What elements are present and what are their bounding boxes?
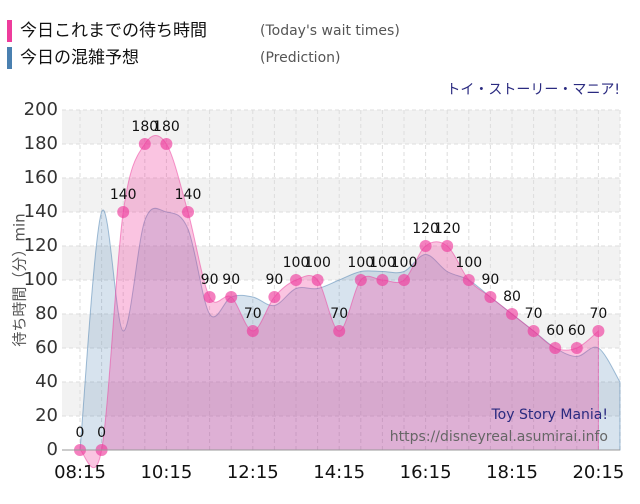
x-tick-label: 14:15 [313, 462, 365, 483]
data-label: 100 [455, 255, 482, 271]
data-label: 100 [347, 255, 374, 271]
marker [290, 274, 302, 286]
band [62, 246, 620, 280]
band [62, 110, 620, 144]
legend-swatch [7, 47, 12, 69]
y-tick-label: 160 [24, 167, 58, 188]
marker [182, 206, 194, 218]
legend-label-en: (Prediction) [260, 50, 340, 66]
data-label: 90 [201, 272, 219, 288]
marker [506, 308, 518, 320]
x-tick-label: 12:15 [227, 462, 279, 483]
data-label: 140 [110, 187, 137, 203]
y-tick-label: 180 [24, 133, 58, 154]
x-tick-label: 16:15 [400, 462, 452, 483]
legend-label: 今日の混雑予想 [20, 48, 139, 68]
marker [354, 274, 367, 286]
chart-title: トイ・ストーリー・マニア! [446, 82, 620, 98]
x-tick-label: 20:15 [572, 462, 624, 483]
data-label: 180 [153, 119, 180, 135]
data-label: 140 [175, 187, 202, 203]
y-axis-label: 待ち時間（分）min [11, 213, 29, 346]
marker [311, 274, 324, 286]
y-tick-label: 20 [35, 405, 58, 426]
marker [203, 291, 216, 303]
marker [333, 325, 346, 337]
marker [376, 274, 389, 286]
data-label: 0 [76, 425, 85, 441]
band [62, 178, 620, 212]
data-label: 100 [283, 255, 310, 271]
marker [462, 274, 475, 286]
x-tick-label: 10:15 [140, 462, 192, 483]
legend-swatch [7, 20, 12, 42]
x-tick-label: 08:15 [54, 462, 106, 483]
y-tick-label: 80 [35, 303, 58, 324]
y-tick-label: 60 [35, 337, 58, 358]
data-label: 60 [568, 323, 586, 339]
plot-area [62, 109, 621, 468]
marker [419, 240, 432, 252]
marker [117, 206, 130, 218]
marker [138, 138, 151, 150]
data-label: 70 [525, 306, 543, 322]
data-label: 100 [391, 255, 418, 271]
data-label: 90 [222, 272, 240, 288]
data-label: 90 [481, 272, 499, 288]
data-label: 90 [265, 272, 283, 288]
data-label: 100 [304, 255, 331, 271]
marker [570, 342, 583, 354]
data-label: 120 [412, 221, 439, 237]
data-label: 100 [369, 255, 396, 271]
marker [549, 342, 562, 354]
marker [225, 291, 238, 303]
data-label: 80 [503, 289, 521, 305]
data-label: 60 [546, 323, 564, 339]
data-label: 70 [244, 306, 262, 322]
band [62, 382, 620, 416]
data-label: 0 [97, 425, 106, 441]
y-tick-label: 100 [24, 269, 58, 290]
marker [484, 291, 497, 303]
legend-label: 今日これまでの待ち時間 [20, 21, 207, 41]
marker [268, 291, 281, 303]
y-tick-label: 200 [24, 99, 58, 120]
y-tick-label: 40 [35, 371, 58, 392]
marker [246, 325, 259, 337]
y-tick-label: 120 [24, 235, 58, 256]
x-tick-label: 18:15 [486, 462, 538, 483]
marker [592, 325, 605, 337]
marker [527, 325, 540, 337]
data-label: 70 [330, 306, 348, 322]
y-tick-label: 140 [24, 201, 58, 222]
watermark: Toy Story Mania! [490, 407, 608, 423]
source: https://disneyreal.asumirai.info [390, 429, 608, 445]
data-label: 120 [434, 221, 461, 237]
data-label: 70 [589, 306, 607, 322]
y-tick-label: 0 [47, 439, 58, 460]
marker [160, 138, 173, 150]
legend-label-en: (Today's wait times) [260, 23, 400, 39]
marker [398, 274, 410, 286]
marker [441, 240, 454, 252]
data-label: 180 [131, 119, 158, 135]
